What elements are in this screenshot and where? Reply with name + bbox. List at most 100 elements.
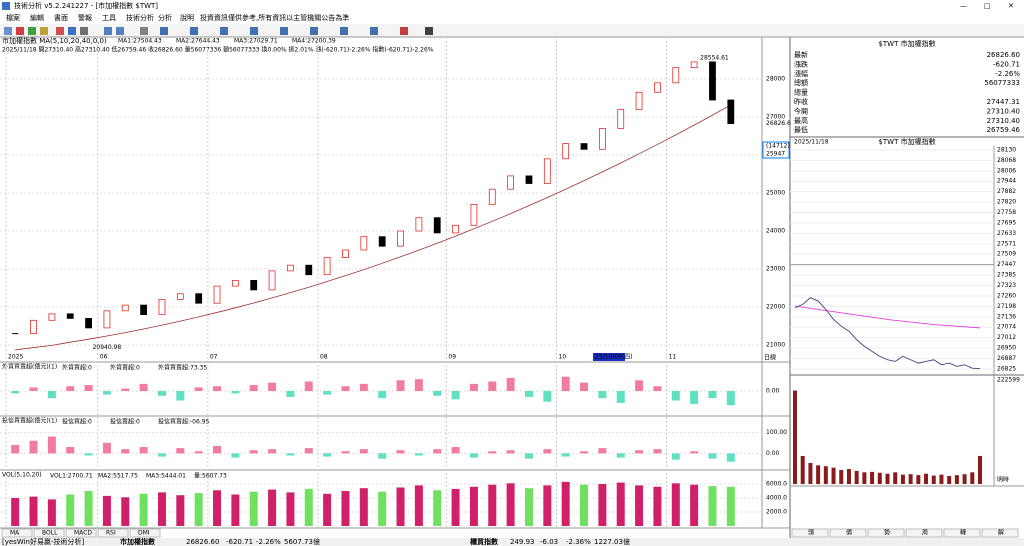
bar [726, 486, 735, 526]
tool-icon[interactable] [220, 27, 228, 35]
y-tick-label: 27012 [997, 334, 1016, 341]
tab-label[interactable]: MACD [74, 530, 92, 537]
minimize[interactable]: — [960, 2, 967, 10]
quote-label: 漲幅 [794, 69, 808, 78]
bar [524, 453, 533, 459]
tab[interactable] [943, 528, 981, 538]
tool-icon[interactable] [56, 27, 64, 35]
legend-item: MA2:5517.75 [98, 473, 138, 480]
tool-icon[interactable] [160, 27, 168, 35]
tool-icon[interactable] [68, 27, 76, 35]
bar [580, 484, 589, 526]
tab-label[interactable]: 勢 [884, 529, 890, 537]
y-tick-label: 26950 [997, 345, 1016, 352]
tool-icon[interactable] [370, 27, 378, 35]
volume-bar [978, 455, 982, 484]
maximize[interactable]: □ [984, 2, 991, 10]
volume-bar [854, 470, 859, 484]
ohlc-info: 2025/11/18 開27310.40 高27310.40 低26759.46… [2, 46, 434, 54]
menu-item[interactable]: 書面 [54, 13, 68, 22]
legend-item: 外資賣超:0 [110, 364, 140, 372]
menu-item[interactable]: 警報 [78, 13, 92, 22]
tab[interactable] [829, 528, 867, 538]
candle [562, 143, 570, 160]
bar [213, 490, 222, 526]
bar [616, 453, 625, 458]
ticker-item: -2.36% [566, 538, 591, 546]
volume-bar [877, 472, 882, 484]
status-bar [0, 538, 1024, 546]
tool-icon[interactable] [190, 27, 198, 35]
bar [139, 493, 148, 526]
tool-icon[interactable] [250, 27, 258, 35]
tool-icon[interactable] [400, 27, 408, 35]
x-tick-label: 2025 [8, 354, 23, 361]
bar [286, 492, 295, 526]
tab-label[interactable]: RSI [106, 530, 116, 537]
tool-icon[interactable] [80, 27, 88, 35]
menu-item[interactable]: 說明 [180, 13, 194, 22]
tab[interactable] [33, 528, 65, 538]
tool-icon[interactable] [310, 27, 318, 35]
tool-icon[interactable] [340, 27, 348, 35]
bar [396, 487, 405, 526]
tab[interactable] [791, 528, 829, 538]
bar [121, 449, 130, 454]
tab-label[interactable]: MA [10, 530, 20, 537]
y-tick-label: 0.00 [766, 388, 780, 395]
tab-label[interactable]: 頭 [808, 530, 814, 537]
menu-item[interactable]: 編輯 [30, 13, 44, 22]
tool-icon[interactable] [104, 27, 112, 35]
tab[interactable] [981, 528, 1019, 538]
tool-icon[interactable] [425, 27, 433, 35]
ma-line [15, 104, 732, 351]
panel-title: 外資買賣超(億元)(1) [2, 363, 57, 371]
candle [268, 270, 276, 291]
tab[interactable] [867, 528, 905, 538]
legend-item: MA2:27644.43 [176, 38, 220, 45]
title-bar [0, 0, 1024, 12]
bar [414, 485, 423, 526]
bar [690, 451, 699, 454]
tool-icon[interactable] [4, 27, 12, 35]
menu-item[interactable]: 分析 [158, 13, 172, 22]
tab-label[interactable]: 周 [922, 530, 928, 537]
menu-item[interactable]: 工具 [102, 14, 116, 22]
volume-bar [916, 475, 921, 484]
volume-bar [839, 469, 844, 484]
tab-label[interactable]: 價 [846, 529, 852, 537]
menu-item[interactable]: 投資資訊僅供參考,所有資訊以主管機關公告為準 [200, 13, 349, 22]
tool-icon[interactable] [40, 27, 48, 35]
window-title: 技術分析 v5.2.241227 - [市加權指數 $TWT] [14, 1, 158, 10]
candle [397, 230, 404, 247]
candle [140, 304, 148, 316]
menu-item[interactable]: 檔案 [6, 13, 20, 22]
tab-label[interactable]: 解 [998, 529, 1004, 537]
tab[interactable] [905, 528, 943, 538]
y-tick-label: 4000.0 [766, 494, 787, 501]
tool-icon[interactable] [140, 27, 148, 35]
tab[interactable] [97, 528, 129, 538]
tool-icon[interactable] [16, 27, 24, 35]
tab[interactable] [129, 528, 161, 538]
bar [341, 451, 350, 454]
bar [194, 451, 203, 454]
close[interactable]: ✕ [1008, 2, 1014, 10]
tab-label[interactable]: BOLL [42, 530, 58, 537]
tool-icon[interactable] [116, 27, 124, 35]
candle [85, 318, 92, 329]
tab-label[interactable]: DMI [138, 530, 150, 537]
quote-value: 26826.60 [987, 51, 1020, 59]
tab-label[interactable]: 轉 [960, 529, 966, 537]
menu-item[interactable]: 技術分析 [126, 13, 154, 22]
bar [231, 391, 240, 394]
tab[interactable] [1, 528, 33, 538]
high-label: 28554.61 [700, 54, 729, 61]
tool-icon[interactable] [28, 27, 36, 35]
tool-icon[interactable] [280, 27, 288, 35]
bar [139, 447, 148, 454]
volume-bar [954, 475, 959, 484]
y-tick-label: 27571 [997, 240, 1016, 247]
tab[interactable] [65, 528, 97, 538]
